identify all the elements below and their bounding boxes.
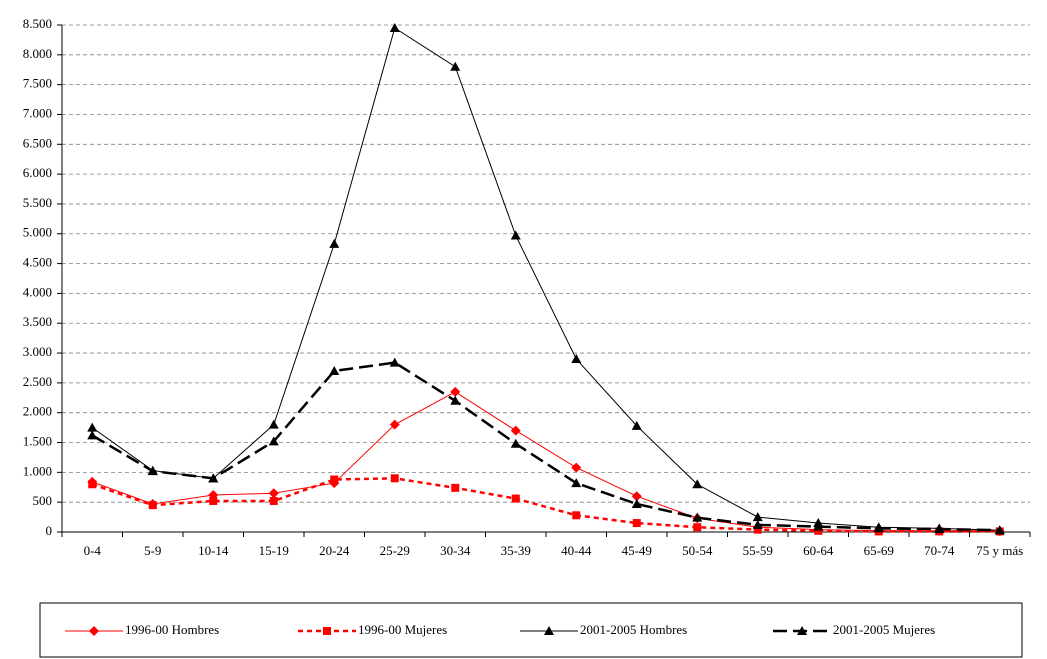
marker xyxy=(268,419,279,429)
marker xyxy=(814,526,823,535)
y-tick-label: 500 xyxy=(33,493,53,508)
y-tick-label: 3.500 xyxy=(23,314,52,329)
marker xyxy=(88,480,97,489)
x-tick-label: 0-4 xyxy=(84,543,102,558)
x-tick-label: 60-64 xyxy=(803,543,834,558)
y-tick-label: 5.500 xyxy=(23,195,52,210)
marker xyxy=(752,519,763,529)
marker xyxy=(450,395,461,405)
marker xyxy=(268,436,279,446)
y-tick-label: 7.500 xyxy=(23,76,52,91)
legend-label: 1996-00 Hombres xyxy=(125,622,219,637)
marker xyxy=(450,386,461,397)
y-tick-label: 1.000 xyxy=(23,463,52,478)
x-tick-label: 20-24 xyxy=(319,543,350,558)
marker xyxy=(631,491,642,502)
marker xyxy=(89,626,99,636)
y-tick-label: 4.000 xyxy=(23,284,52,299)
marker xyxy=(813,521,824,531)
x-tick-label: 30-34 xyxy=(440,543,471,558)
marker xyxy=(208,473,219,483)
y-tick-label: 8.500 xyxy=(23,16,52,31)
marker xyxy=(511,494,520,503)
marker xyxy=(330,475,339,484)
legend-label: 2001-2005 Mujeres xyxy=(833,622,935,637)
x-tick-label: 35-39 xyxy=(501,543,531,558)
marker xyxy=(389,357,400,367)
marker xyxy=(571,478,582,488)
y-tick-label: 0 xyxy=(46,523,53,538)
marker xyxy=(209,496,218,505)
x-tick-label: 40-44 xyxy=(561,543,592,558)
marker xyxy=(797,626,807,635)
x-tick-label: 25-29 xyxy=(380,543,410,558)
marker xyxy=(934,524,945,534)
marker xyxy=(692,479,703,489)
marker xyxy=(873,523,884,533)
marker xyxy=(269,496,278,505)
y-tick-label: 2.000 xyxy=(23,404,52,419)
marker xyxy=(323,627,331,635)
marker xyxy=(510,230,521,240)
marker xyxy=(571,354,582,364)
marker xyxy=(752,512,763,522)
y-tick-label: 2.500 xyxy=(23,374,52,389)
y-tick-label: 1.500 xyxy=(23,434,52,449)
y-tick-label: 8.000 xyxy=(23,46,52,61)
marker xyxy=(87,422,98,432)
marker xyxy=(451,483,460,492)
y-tick-label: 6.000 xyxy=(23,165,52,180)
marker xyxy=(389,419,400,430)
legend-label: 2001-2005 Hombres xyxy=(580,622,687,637)
marker xyxy=(390,474,399,483)
x-tick-label: 50-54 xyxy=(682,543,713,558)
y-tick-label: 6.500 xyxy=(23,135,52,150)
y-tick-label: 3.000 xyxy=(23,344,52,359)
x-tick-label: 55-59 xyxy=(743,543,773,558)
marker xyxy=(994,525,1005,535)
marker xyxy=(631,498,642,508)
marker xyxy=(753,525,762,534)
marker xyxy=(510,425,521,436)
legend-label: 1996-00 Mujeres xyxy=(358,622,447,637)
marker xyxy=(450,61,461,71)
legend-box xyxy=(39,602,1023,658)
x-tick-label: 45-49 xyxy=(622,543,652,558)
marker xyxy=(268,488,279,499)
marker xyxy=(631,420,642,430)
marker xyxy=(571,462,582,473)
y-tick-label: 7.000 xyxy=(23,105,52,120)
x-tick-label: 75 y más xyxy=(976,543,1023,558)
x-tick-label: 70-74 xyxy=(924,543,955,558)
series-line xyxy=(91,361,1000,532)
marker xyxy=(148,501,157,510)
x-tick-label: 10-14 xyxy=(198,543,229,558)
marker xyxy=(87,430,98,440)
marker xyxy=(572,511,581,520)
marker xyxy=(632,519,641,528)
x-tick-label: 15-19 xyxy=(259,543,289,558)
marker xyxy=(389,22,400,32)
marker xyxy=(147,466,158,476)
series-line xyxy=(91,477,1000,533)
marker xyxy=(329,238,340,248)
series-line xyxy=(91,27,1000,531)
y-tick-label: 4.500 xyxy=(23,255,52,270)
marker xyxy=(544,626,554,635)
marker xyxy=(693,523,702,532)
y-tick-label: 5.000 xyxy=(23,225,52,240)
marker xyxy=(329,365,340,375)
marker xyxy=(510,438,521,448)
x-tick-label: 65-69 xyxy=(864,543,894,558)
marker xyxy=(692,512,703,522)
x-tick-label: 5-9 xyxy=(144,543,161,558)
